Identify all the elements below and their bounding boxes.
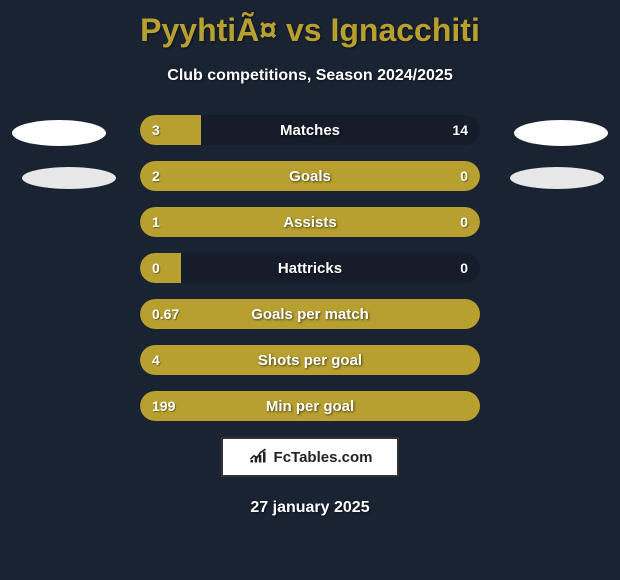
comparison-content: 3 Matches 14 2 Goals 0 1 Assists 0 0 Hat…	[0, 115, 620, 517]
stat-row-min-per-goal: 199 Min per goal	[140, 391, 480, 421]
chart-icon	[248, 445, 268, 470]
stat-right-value: 0	[402, 161, 480, 191]
stat-row-hattricks: 0 Hattricks 0	[140, 253, 480, 283]
stat-left-value: 199	[140, 391, 480, 421]
stat-right-value: 0	[402, 207, 480, 237]
stats-bars: 3 Matches 14 2 Goals 0 1 Assists 0 0 Hat…	[140, 115, 480, 421]
stat-left-value: 1	[140, 207, 402, 237]
stat-row-shots-per-goal: 4 Shots per goal	[140, 345, 480, 375]
logo-text: FcTables.com	[274, 449, 373, 466]
logo-box[interactable]: FcTables.com	[221, 437, 399, 477]
subtitle: Club competitions, Season 2024/2025	[0, 67, 620, 85]
stat-row-assists: 1 Assists 0	[140, 207, 480, 237]
stat-row-matches: 3 Matches 14	[140, 115, 480, 145]
stat-row-goals: 2 Goals 0	[140, 161, 480, 191]
player-left-shape-1	[12, 120, 106, 146]
date-text: 27 january 2025	[0, 499, 620, 517]
stat-right-value: 14	[201, 115, 480, 145]
stat-right-value: 0	[181, 253, 480, 283]
page-title: PyyhtiÃ¤ vs Ignacchiti	[0, 0, 620, 49]
stat-row-goals-per-match: 0.67 Goals per match	[140, 299, 480, 329]
stat-left-value: 0	[140, 253, 181, 283]
stat-right-value	[468, 299, 480, 329]
stat-left-value: 0.67	[140, 299, 480, 329]
stat-right-value	[468, 345, 480, 375]
stat-left-value: 2	[140, 161, 402, 191]
stat-left-value: 3	[140, 115, 201, 145]
stat-right-value	[468, 391, 480, 421]
player-left-shape-2	[22, 167, 116, 189]
stat-left-value: 4	[140, 345, 480, 375]
player-right-shape-1	[514, 120, 608, 146]
player-right-shape-2	[510, 167, 604, 189]
